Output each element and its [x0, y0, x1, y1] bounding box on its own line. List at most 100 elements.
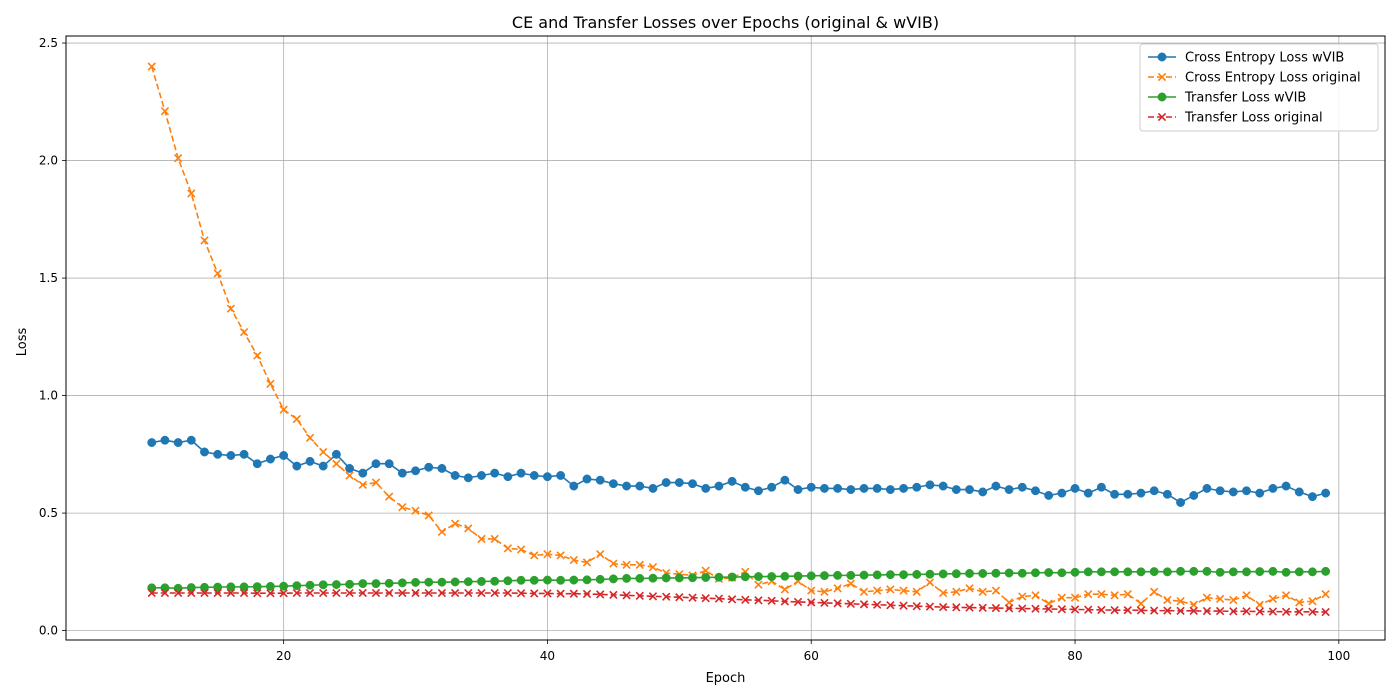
data-point: [793, 485, 803, 495]
data-point: [885, 485, 895, 495]
x-tick-label: 40: [540, 649, 555, 663]
data-point: [1031, 568, 1040, 578]
data-point: [569, 481, 579, 491]
data-point: [1070, 567, 1080, 577]
data-point: [1136, 599, 1146, 608]
data-point: [490, 468, 500, 478]
data-point: [951, 569, 961, 579]
data-point: [490, 588, 499, 598]
x-tick-label: 60: [804, 649, 819, 663]
data-point: [411, 466, 420, 476]
data-point: [1057, 488, 1067, 498]
x-axis-label: Epoch: [706, 671, 746, 686]
data-point: [226, 451, 236, 460]
data-point: [1163, 606, 1172, 615]
data-point: [173, 438, 183, 448]
data-point: [767, 596, 776, 605]
data-point: [253, 589, 262, 598]
data-point: [740, 482, 750, 492]
data-point: [253, 351, 262, 360]
data-point: [754, 572, 763, 581]
data-point: [688, 479, 697, 489]
data-point: [437, 588, 447, 598]
data-point: [463, 577, 473, 587]
data-point: [1070, 605, 1080, 614]
data-point: [305, 433, 315, 443]
data-point: [622, 573, 632, 583]
data-point: [754, 580, 763, 589]
data-point: [450, 519, 460, 528]
data-point: [635, 560, 644, 569]
data-point: [741, 595, 750, 604]
data-point: [872, 483, 882, 493]
data-point: [727, 476, 737, 486]
data-point: [239, 327, 249, 337]
y-tick-label: 0.5: [39, 506, 58, 520]
data-point: [1110, 605, 1119, 615]
data-point: [1242, 607, 1251, 616]
data-point: [411, 577, 420, 587]
data-point: [556, 471, 566, 480]
data-point: [226, 304, 236, 313]
data-point: [701, 594, 710, 603]
legend-item: Transfer Loss wVIB: [1148, 91, 1306, 106]
data-point: [187, 588, 196, 598]
data-point: [1255, 607, 1264, 616]
data-point: [516, 589, 526, 598]
data-point: [1163, 595, 1172, 605]
data-point: [1294, 487, 1304, 497]
legend-item: Cross Entropy Loss wVIB: [1148, 51, 1344, 66]
data-point: [186, 435, 196, 445]
data-point: [807, 598, 816, 607]
data-point: [424, 511, 433, 520]
data-point: [384, 492, 394, 501]
data-point: [542, 575, 552, 585]
data-point: [688, 593, 697, 602]
data-point: [556, 589, 565, 598]
legend-swatch-marker: [1157, 72, 1167, 82]
data-point: [1255, 567, 1265, 577]
data-point: [859, 587, 869, 596]
data-point: [965, 584, 974, 593]
data-point: [912, 601, 921, 611]
data-point: [727, 595, 737, 604]
data-point: [1110, 567, 1120, 577]
data-point: [1321, 590, 1330, 599]
data-point: [780, 585, 790, 594]
legend-label: Cross Entropy Loss original: [1185, 71, 1361, 86]
data-point: [1096, 567, 1106, 577]
data-point: [1031, 604, 1040, 613]
data-point: [437, 463, 447, 473]
data-point: [1215, 594, 1225, 604]
data-point: [239, 588, 249, 598]
data-point: [186, 583, 196, 593]
data-point: [384, 588, 394, 598]
data-point: [200, 236, 209, 245]
data-point: [819, 571, 829, 581]
data-point: [424, 588, 433, 598]
data-point: [701, 573, 711, 582]
data-point: [635, 481, 645, 491]
data-point: [1123, 489, 1133, 499]
data-point: [252, 459, 262, 469]
data-point: [371, 459, 381, 469]
data-point: [173, 154, 183, 163]
data-point: [319, 588, 328, 598]
data-point: [358, 579, 368, 589]
data-point: [1202, 483, 1212, 493]
data-point: [701, 483, 711, 493]
axis-ticks: 20 40 60 80 100 0.0 0.5 1.0 1.5 2.0 2.5: [39, 36, 1350, 663]
data-point: [266, 589, 275, 598]
data-point: [899, 570, 909, 580]
data-point: [951, 485, 961, 495]
data-point: [1018, 592, 1027, 601]
data-point: [305, 580, 315, 590]
data-point: [265, 581, 275, 591]
data-point: [1308, 597, 1317, 606]
data-point: [543, 589, 552, 598]
data-point: [872, 570, 882, 580]
data-point: [1308, 607, 1317, 616]
data-point: [740, 572, 750, 582]
y-axis-label: Loss: [15, 328, 30, 357]
data-point: [1321, 488, 1331, 498]
